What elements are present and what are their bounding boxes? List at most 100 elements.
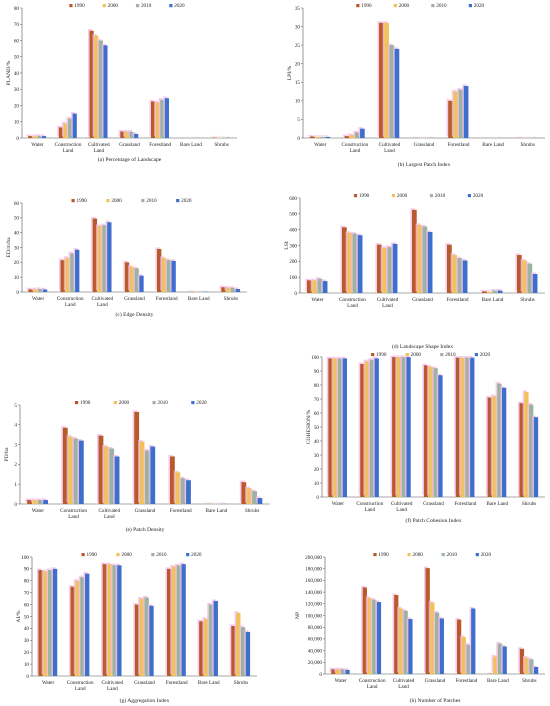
- bar-2020: [439, 618, 444, 674]
- y-tick-label: 160,000: [305, 578, 322, 584]
- bar-2010: [180, 478, 186, 504]
- bar-2020: [462, 260, 468, 293]
- bar-2000: [139, 598, 145, 676]
- legend-swatch-1990: [353, 194, 358, 198]
- y-tick-label: 1: [14, 482, 17, 488]
- bar-1990: [519, 403, 524, 497]
- bar-1990: [120, 131, 125, 138]
- bar-shadow: [308, 134, 313, 137]
- category-label: Land: [93, 148, 104, 154]
- bar-2020: [325, 136, 331, 138]
- y-tick-label: 3: [14, 442, 17, 448]
- bar-2020: [171, 260, 176, 292]
- category-label: Cultivated: [92, 296, 114, 302]
- category-label: Land: [384, 148, 395, 154]
- legend-swatch-2000: [391, 194, 396, 198]
- bar-2020: [114, 456, 120, 504]
- legend-label-2010: 2010: [436, 3, 447, 9]
- bar-1990: [28, 289, 33, 292]
- bar-2000: [94, 35, 99, 138]
- bar-2020: [376, 602, 382, 674]
- y-axis-label: AI/%: [16, 610, 22, 622]
- bar-2010: [144, 597, 149, 676]
- bar-1990: [231, 626, 236, 676]
- category-label: Forestland: [454, 501, 476, 507]
- bar-1990: [377, 244, 382, 293]
- bar-1990: [199, 621, 204, 676]
- bar-2010: [252, 491, 257, 504]
- bar-1990: [344, 136, 350, 138]
- category-label: Grassland: [124, 296, 145, 302]
- bar-shadow: [480, 289, 486, 292]
- bar-1990: [482, 291, 487, 293]
- legend-label-2020: 2020: [181, 198, 192, 204]
- bar-2000: [452, 255, 457, 293]
- y-tick-label: 200: [289, 259, 297, 265]
- bar-1990: [517, 255, 522, 293]
- category-label: Grassland: [425, 678, 446, 684]
- category-label: Grassland: [119, 142, 140, 148]
- legend-swatch-1990: [371, 353, 375, 357]
- legend-swatch-2000: [407, 553, 411, 557]
- bar-1990: [379, 22, 384, 138]
- bar-2020: [75, 249, 80, 292]
- bar-2010: [134, 268, 139, 292]
- legend-label-2000: 2000: [397, 193, 408, 199]
- legend-label-2010: 2010: [141, 3, 152, 9]
- y-axis-label: COHESION/%: [306, 409, 312, 444]
- bar-2020: [41, 136, 47, 138]
- bar-1990: [448, 100, 453, 138]
- legend-swatch-2000: [113, 401, 117, 405]
- y-tick-label: 50: [24, 614, 30, 620]
- y-tick-label: 50: [14, 55, 20, 61]
- bar-2000: [493, 656, 498, 674]
- y-axis-label: NP: [295, 612, 301, 619]
- bar-2010: [176, 565, 181, 676]
- y-tick-label: 40: [14, 71, 20, 77]
- category-label: Water: [32, 296, 45, 302]
- y-tick-label: 20: [14, 103, 20, 109]
- bar-2010: [372, 599, 377, 674]
- bar-2000: [32, 136, 37, 138]
- bar-2000: [75, 580, 80, 676]
- legend-swatch-2000: [405, 353, 409, 357]
- bar-1990: [28, 136, 33, 138]
- legend-label-2000: 2000: [413, 552, 424, 558]
- bar-2000: [236, 612, 241, 676]
- bar-1990: [60, 260, 65, 292]
- bar-2010: [320, 136, 325, 138]
- legend-label-2020: 2020: [473, 193, 484, 199]
- bar-2020: [406, 357, 411, 497]
- chart-caption: (e) Patch Density: [126, 526, 165, 533]
- category-label: Shrubs: [522, 678, 536, 684]
- bar-2010: [109, 448, 115, 504]
- bar-2000: [246, 488, 252, 504]
- bar-2010: [70, 253, 75, 292]
- bar-1990: [394, 595, 399, 674]
- bar-shadow: [31, 287, 36, 291]
- y-tick-label: 30: [314, 453, 320, 459]
- y-tick-label: 100: [289, 275, 297, 281]
- bar-2010: [354, 132, 360, 138]
- category-label: Grassland: [134, 680, 155, 686]
- category-label: Cultivated: [393, 678, 415, 684]
- category-label: Cultivated: [88, 142, 110, 148]
- bar-2000: [124, 131, 130, 138]
- category-label: Water: [335, 678, 348, 684]
- bar-shadow: [40, 134, 45, 137]
- y-tick-label: 40: [314, 439, 320, 445]
- category-label: Construction: [356, 501, 383, 507]
- bar-2010: [208, 604, 214, 676]
- category-label: Grassland: [423, 501, 444, 507]
- legend-swatch-2020: [468, 4, 472, 8]
- legend-swatch-2010: [135, 4, 140, 8]
- bar-2020: [532, 274, 538, 293]
- y-axis-label: LSI: [284, 241, 290, 250]
- bar-2010: [73, 438, 79, 504]
- legend-label-1990: 1990: [376, 352, 387, 358]
- y-tick-label: 140,000: [305, 590, 322, 596]
- bar-1990: [360, 364, 365, 497]
- category-label: Forestland: [149, 142, 171, 148]
- y-tick-label: 120,000: [305, 602, 322, 608]
